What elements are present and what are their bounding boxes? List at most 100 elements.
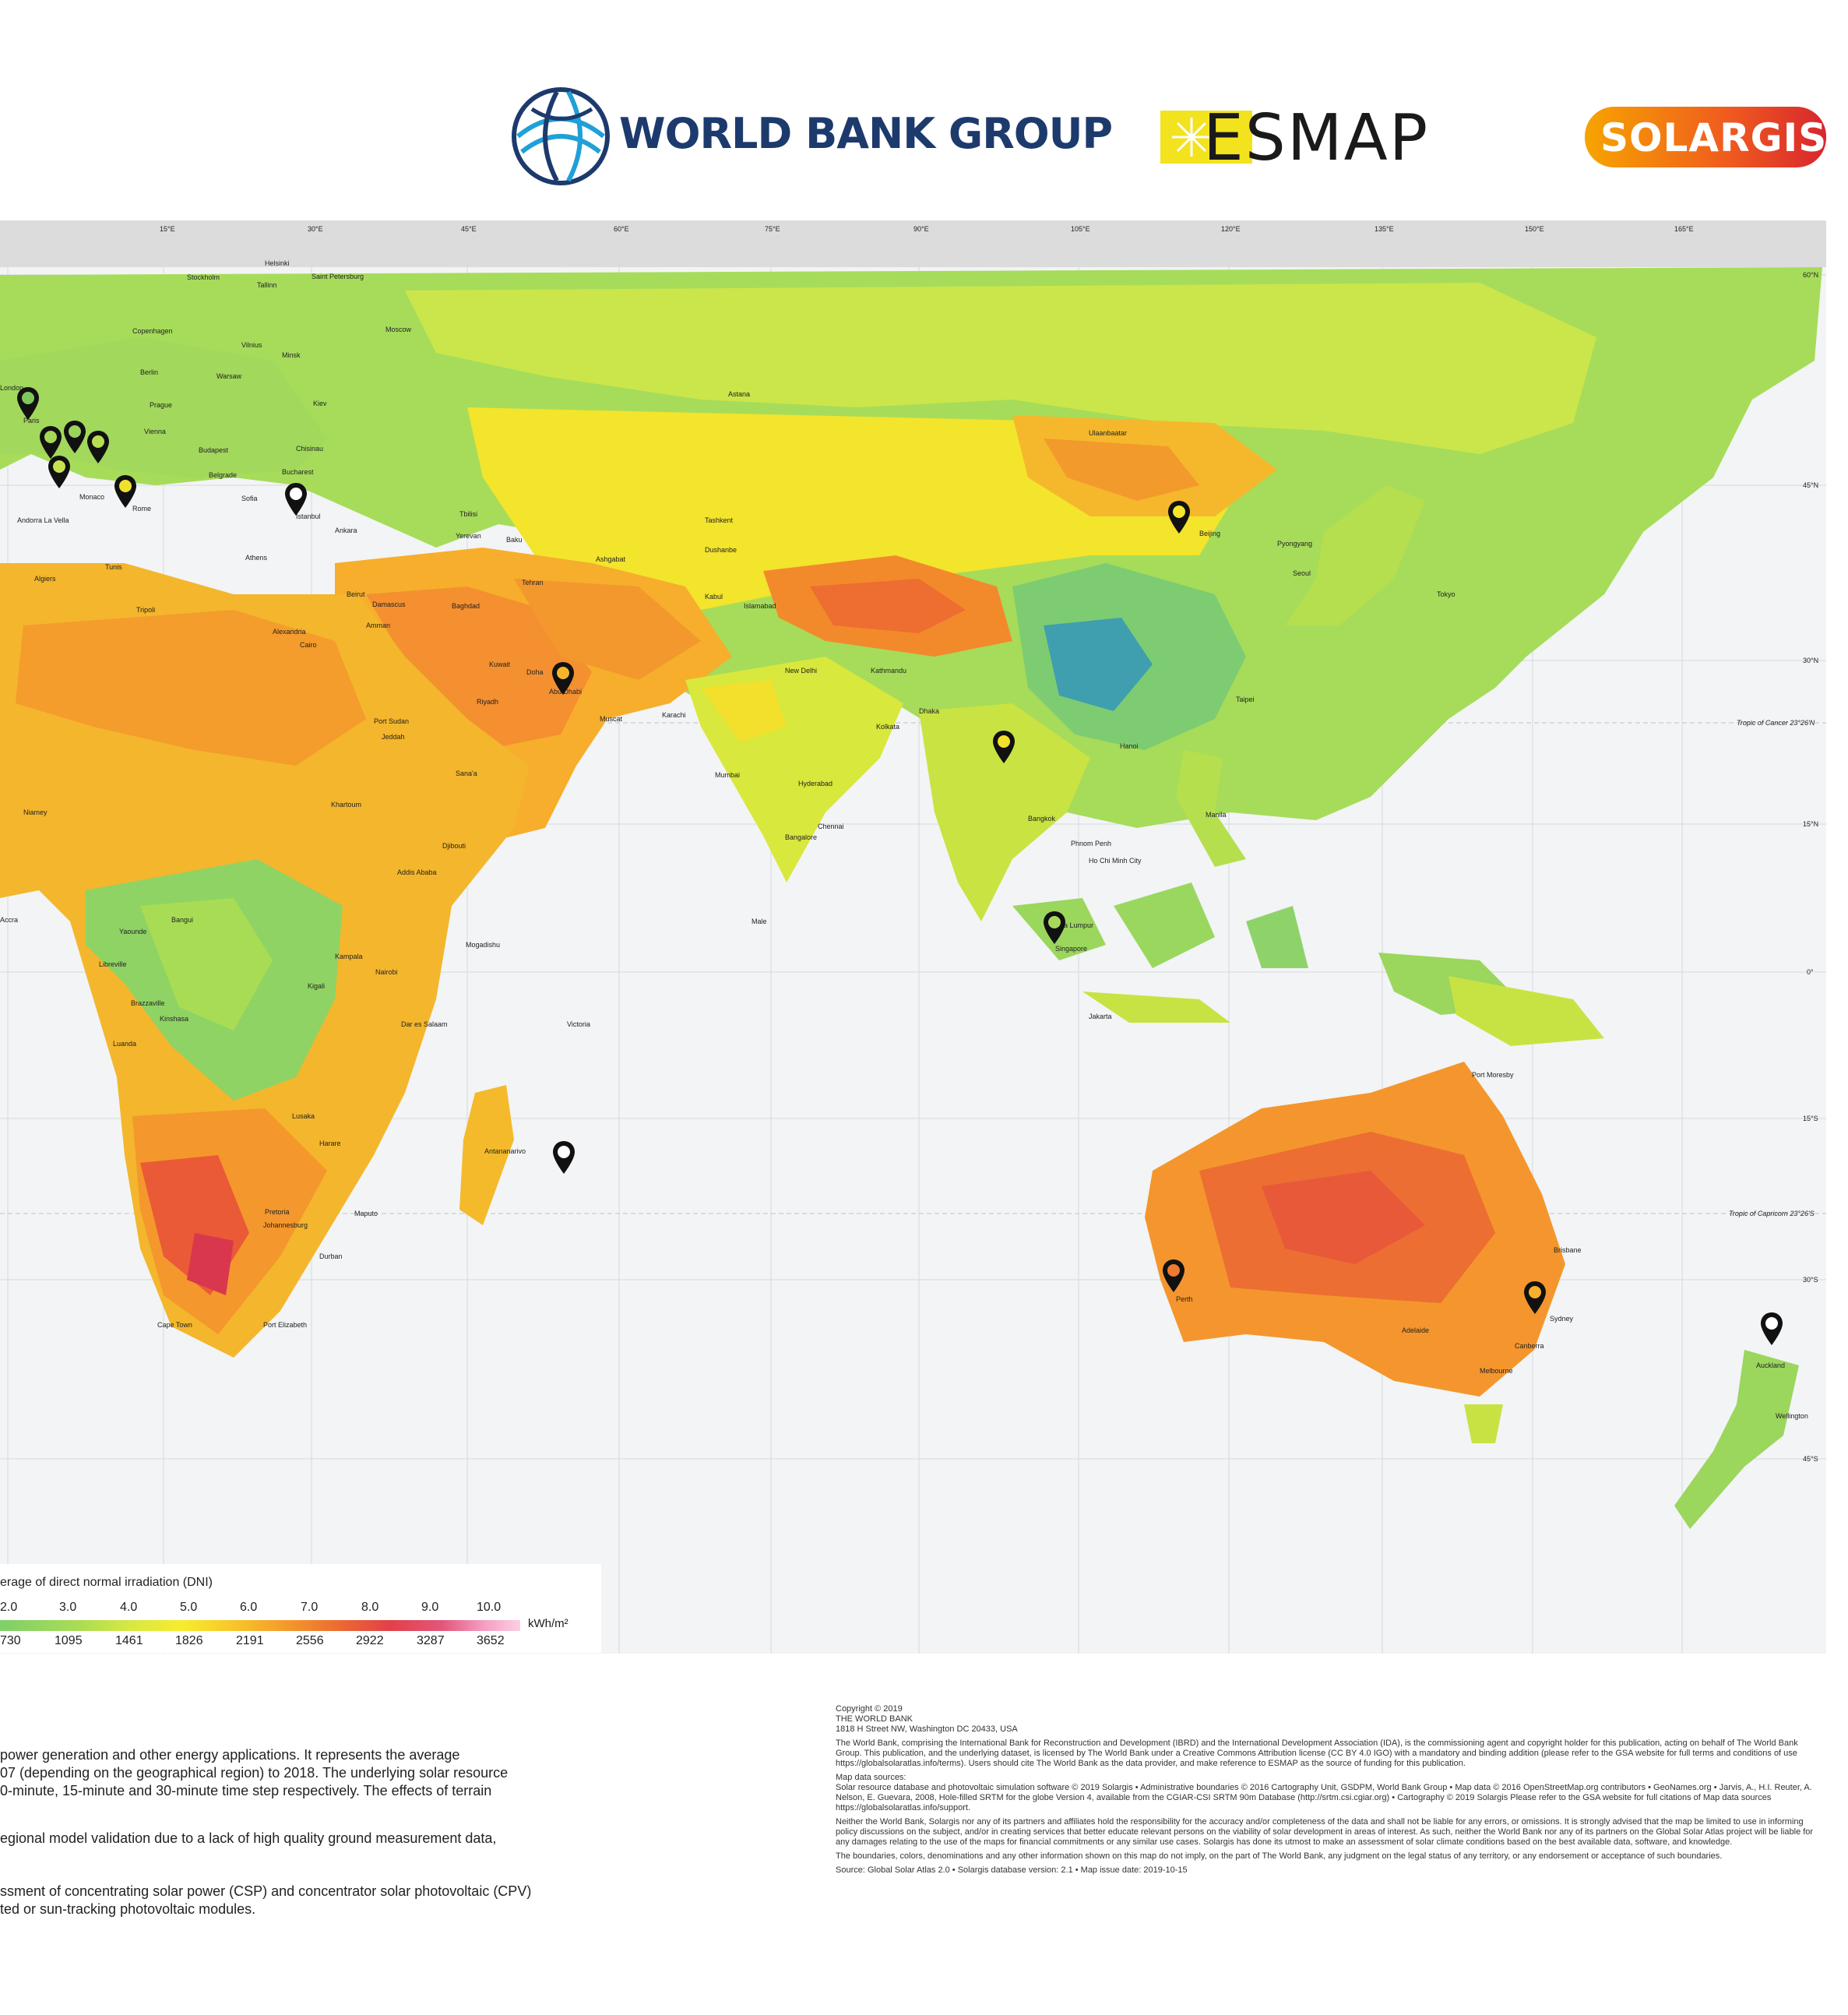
tropic-cancer-label: Tropic of Cancer 23°26'N [1737,719,1815,727]
city-label: Stockholm [187,273,220,281]
city-label: Bangalore [785,833,818,841]
city-label: Ankara [335,527,357,534]
city-label: Tallinn [257,281,277,289]
location-pin-icon[interactable] [283,481,308,517]
city-label: Cairo [300,641,317,649]
location-pin-icon[interactable] [1759,1311,1784,1347]
legend-daily-value: 7.0 [301,1601,319,1614]
city-label: Khartoum [331,801,362,808]
city-label: Taipei [1236,696,1255,703]
city-label: Sydney [1550,1315,1574,1323]
location-pin-icon[interactable] [1161,1258,1186,1294]
description-line: power generation and other energy applic… [0,1747,460,1763]
city-label: Male [752,918,767,925]
city-label: Tbilisi [459,510,478,518]
location-pin-icon[interactable] [551,661,576,696]
location-pin-icon[interactable] [113,474,138,509]
city-label: Kiev [313,400,327,407]
lon-label: 150°E [1525,225,1544,233]
city-label: Harare [319,1140,341,1147]
city-label: Istanbul [296,513,321,520]
city-label: Kabul [705,593,723,601]
legend-daily-value: 4.0 [120,1601,138,1614]
lon-label: 75°E [765,225,780,233]
city-label: Tripoli [136,606,156,614]
city-label: Accra [0,916,19,924]
legend-yearly-value: 2191 [236,1634,264,1647]
location-pin-icon[interactable] [86,429,111,465]
city-label: Yerevan [456,532,481,540]
city-label: Brazzaville [131,999,165,1007]
city-label: Alexandria [273,628,306,636]
city-label: Muscat [600,715,623,723]
city-label: Rome [132,505,152,513]
city-label: Astana [728,390,751,398]
location-pin-icon[interactable] [47,454,72,490]
location-pin-icon[interactable] [62,419,87,455]
city-label: Baku [506,536,523,544]
city-label: Baghdad [452,602,480,610]
location-pin-icon[interactable] [1167,499,1192,535]
city-label: Luanda [113,1040,137,1048]
city-label: Athens [245,554,268,562]
city-label: Maputo [354,1210,378,1217]
city-label: Kampala [335,953,363,960]
city-label: Copenhagen [132,327,173,335]
city-label: Durban [319,1252,343,1260]
city-label: Bangkok [1028,815,1056,823]
city-label: Kinshasa [160,1015,189,1023]
city-label: Port Sudan [374,717,410,725]
city-label: Canberra [1515,1342,1544,1350]
description-line: ted or sun-tracking photovoltaic modules… [0,1901,256,1917]
city-label: Djibouti [442,842,466,850]
city-label: Bucharest [282,468,314,476]
legend-daily-value: 5.0 [180,1601,198,1614]
city-label: Antananarivo [484,1147,526,1155]
solargis-wordmark: SOLARGIS [1600,115,1828,160]
city-label: Sana'a [456,770,477,777]
legend-yearly-value: 2556 [296,1634,324,1647]
lon-label: 60°E [614,225,629,233]
city-label: Kuala Lumpur [1050,921,1094,929]
location-pin-icon[interactable] [1042,910,1067,946]
city-label: Addis Ababa [397,868,437,876]
credits-sources: Solar resource database and photovoltaic… [836,1783,1812,1812]
legend-yearly-value: 1095 [55,1634,83,1647]
city-label: Dhaka [919,707,940,715]
location-pin-icon[interactable] [38,424,63,460]
world-bank-logo [512,87,610,185]
location-pin-icon[interactable] [1522,1280,1547,1316]
city-label: Doha [526,668,544,676]
city-label: Prague [150,401,173,409]
lon-label: 135°E [1375,225,1394,233]
location-pin-icon[interactable] [991,729,1016,765]
solargis-logo [1585,107,1826,167]
city-label: Cape Town [157,1321,192,1329]
city-label: Minsk [282,351,301,359]
city-label: Monaco [79,493,105,501]
city-label: London [0,384,24,392]
legend-yearly-value: 1461 [115,1634,143,1647]
location-pin-icon[interactable] [551,1140,576,1175]
lat-label: 0° [1807,968,1814,976]
credits-disclaimer: Neither the World Bank, Solargis nor any… [836,1817,1814,1847]
city-label: Johannesburg [263,1221,308,1229]
lat-label: 30°N [1803,657,1819,664]
lon-label: 105°E [1071,225,1090,233]
lat-label: 45°N [1803,481,1819,489]
city-label: Phnom Penh [1071,840,1112,847]
description-line: egional model validation due to a lack o… [0,1830,497,1846]
city-label: Libreville [99,960,127,968]
city-label: Auckland [1756,1362,1786,1369]
lon-label: 165°E [1674,225,1694,233]
org-name: THE WORLD BANK [836,1714,913,1724]
city-label: Ulaanbaatar [1089,429,1128,437]
city-label: Kolkata [876,723,900,731]
credits-source-line: Source: Global Solar Atlas 2.0 • Solargi… [836,1865,1188,1875]
city-label: Port Elizabeth [263,1321,308,1329]
city-label: Jeddah [382,733,405,741]
lat-label: 45°S [1803,1455,1818,1463]
lon-label: 15°E [160,225,175,233]
city-label: Brisbane [1554,1246,1582,1254]
location-pin-icon[interactable] [16,386,40,421]
